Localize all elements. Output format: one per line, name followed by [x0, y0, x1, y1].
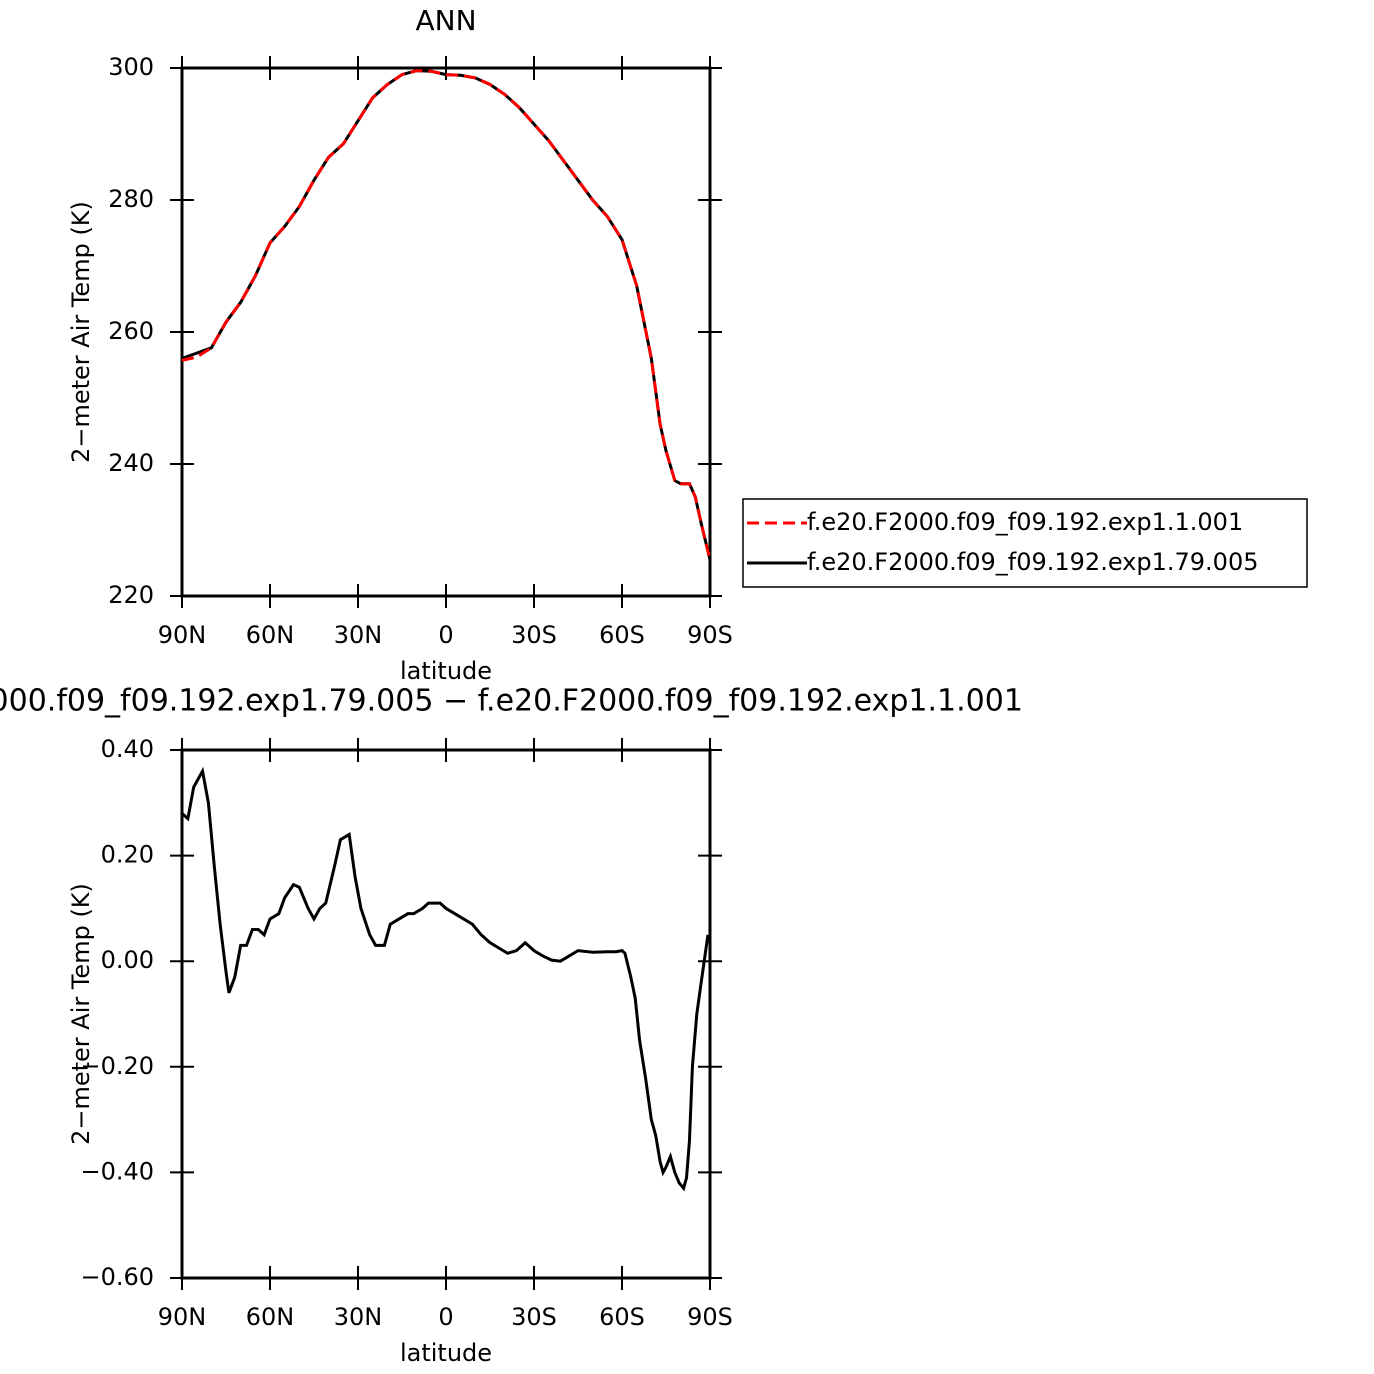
- plot-frame: [180, 66, 712, 598]
- plot-frame: [180, 748, 712, 1280]
- chart-title: f.e20.F2000.f09_f09.192.exp1.79.005 − f.…: [0, 684, 1023, 719]
- y-tick-label: 0.20: [101, 841, 154, 869]
- y-tick-label: 0.40: [101, 735, 154, 763]
- y-tick-label: 220: [108, 581, 154, 609]
- x-tick-label: 90S: [687, 621, 733, 649]
- x-tick-label: 60S: [599, 1303, 645, 1331]
- x-tick-label: 90S: [687, 1303, 733, 1331]
- x-tick-label: 60N: [246, 621, 295, 649]
- x-tick-label: 30S: [511, 1303, 557, 1331]
- legend-label: f.e20.F2000.f09_f09.192.exp1.1.001: [807, 508, 1243, 536]
- x-tick-label: 30N: [334, 1303, 383, 1331]
- y-axis-label: 2−meter Air Temp (K): [67, 201, 95, 463]
- y-tick-label: 280: [108, 185, 154, 213]
- y-axis-label: 2−meter Air Temp (K): [67, 883, 95, 1145]
- legend-box: [742, 498, 1308, 588]
- x-tick-label: 90N: [158, 1303, 207, 1331]
- y-tick-label: −0.40: [80, 1157, 154, 1185]
- x-tick-label: 90N: [158, 621, 207, 649]
- chart-title: ANN: [415, 4, 476, 37]
- data-line: [180, 766, 710, 1192]
- legend-label: f.e20.F2000.f09_f09.192.exp1.79.005: [807, 548, 1258, 576]
- x-tick-label: 60N: [246, 1303, 295, 1331]
- x-axis-label: latitude: [400, 657, 492, 685]
- x-tick-label: 0: [438, 621, 453, 649]
- x-tick-label: 60S: [599, 621, 645, 649]
- x-tick-label: 30S: [511, 621, 557, 649]
- y-tick-label: 260: [108, 317, 154, 345]
- x-tick-label: 0: [438, 1303, 453, 1331]
- data-line: [181, 69, 712, 561]
- y-tick-label: 0.00: [101, 946, 154, 974]
- y-tick-label: −0.20: [80, 1052, 154, 1080]
- x-axis-label: latitude: [400, 1339, 492, 1367]
- y-tick-label: 240: [108, 449, 154, 477]
- data-line: [181, 69, 712, 561]
- y-tick-label: 300: [108, 53, 154, 81]
- y-tick-label: −0.60: [80, 1263, 154, 1291]
- x-tick-label: 30N: [334, 621, 383, 649]
